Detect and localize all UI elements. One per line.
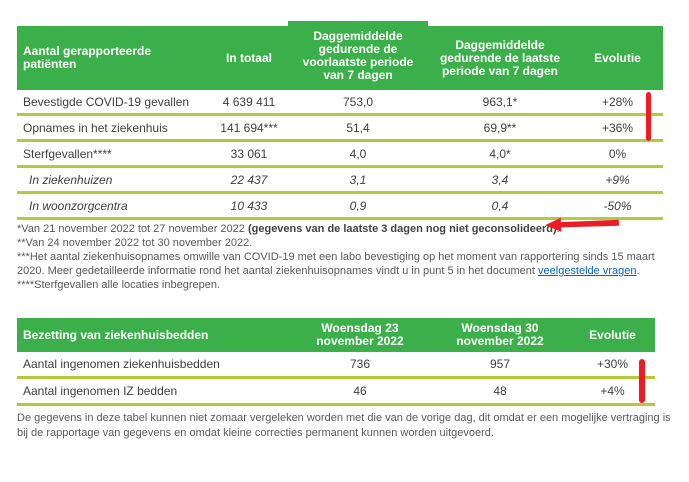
row-label: In woonzorgcentra [29,198,128,213]
cell-total: 141 694*** [220,120,278,135]
cell-total: 10 433 [230,198,268,213]
table1-header-row: Aantal gerapporteerde patiënten In totaa… [17,21,663,90]
table-row-hospital-beds: Aantal ingenomen ziekenhuisbedden 736 95… [17,352,655,379]
row-label: Bevestigde COVID-19 gevallen [23,94,190,109]
footnote-1: *Van 21 november 2022 tot 27 november 20… [17,222,659,236]
annotation-red-bar-bottom [639,359,645,403]
cell-last-avg: 3,4 [491,172,509,187]
row-label: Aantal ingenomen IZ bedden [23,384,178,398]
footnote-1-text: *Van 21 november 2022 tot 27 november 20… [17,223,248,235]
cell-evolution: +30% [596,357,629,371]
table-row-confirmed-cases: Bevestigde COVID-19 gevallen 4 639 411 7… [17,90,663,116]
footnote-3-text: ***Het aantal ziekenhuisopnames omwille … [17,251,655,277]
cell-total: 22 437 [230,172,268,187]
cell-last-avg: 69,9** [483,120,517,135]
footnote-2: **Van 24 november 2022 tot 30 november 2… [17,237,253,249]
cell-total: 33 061 [230,146,268,161]
cell-evolution: +36% [601,120,634,135]
table2-header-wed-23: Woensdag 23 november 2022 [316,321,404,348]
annotation-red-bar-top [646,92,651,141]
cell-last-avg: 4,0* [489,146,511,161]
footnote-4: ****Sterfgevallen alle locaties inbegrep… [17,279,221,291]
table1-header-total: In totaal [225,50,272,65]
faq-link[interactable]: veelgestelde vragen [538,265,637,277]
table-row-icu-beds: Aantal ingenomen IZ bedden 46 48 +4% [17,379,655,406]
row-label: Opnames in het ziekenhuis [23,120,168,135]
table1-header-patients: Aantal gerapporteerde patiënten [23,44,152,71]
table2-header-occupancy: Bezetting van ziekenhuisbedden [23,327,209,342]
footnote-1-bold: (gegevens van de laatste 3 dagen nog nie… [247,223,557,235]
cell-wed-23: 46 [353,384,367,398]
cell-prev-avg: 3,1 [349,172,367,187]
footnote-3: ***Het aantal ziekenhuisopnames omwille … [17,250,659,278]
cell-evolution: +4% [600,384,625,398]
cell-prev-avg: 0,9 [349,198,367,213]
cell-wed-30: 48 [493,384,507,398]
cell-evolution: +9% [605,172,630,187]
table-row-hospital-admissions: Opnames in het ziekenhuis 141 694*** 51,… [17,116,663,142]
cell-wed-23: 736 [349,357,371,371]
bottom-note: De gegevens in deze tabel kunnen niet zo… [17,412,671,439]
cell-last-avg: 0,4 [491,198,509,213]
table-bed-occupancy: Bezetting van ziekenhuisbedden Woensdag … [17,318,655,406]
table2-header-wed-30: Woensdag 30 november 2022 [456,321,544,348]
cell-wed-30: 957 [489,357,511,371]
cell-prev-avg: 753,0 [342,94,374,109]
cell-prev-avg: 51,4 [346,120,370,135]
table1-header-last-period: Daggemiddelde gedurende de laatste perio… [439,37,561,78]
table2-header-evolution: Evolutie [589,327,636,342]
table-row-deaths-hospitals: In ziekenhuizen 22 437 3,1 3,4 +9% [17,168,663,194]
table-row-deaths: Sterfgevallen**** 33 061 4,0 4,0* 0% [17,142,663,168]
cell-evolution: 0% [608,146,627,161]
annotation-red-arrow-left-icon [545,217,620,232]
footnotes-block: *Van 21 november 2022 tot 27 november 20… [17,222,659,292]
footnote-3-period: . [636,265,640,277]
cell-evolution: -50% [603,198,632,213]
table1-header-evolution: Evolutie [594,50,641,65]
table-row-deaths-carehomes: In woonzorgcentra 10 433 0,9 0,4 -50% [17,194,663,220]
row-label: In ziekenhuizen [29,172,113,187]
cell-last-avg: 963,1* [482,94,518,109]
table1-header-prev-period: Daggemiddelde gedurende de voorlaatste p… [288,21,428,90]
cell-prev-avg: 4,0 [349,146,367,161]
cell-evolution: +28% [601,94,634,109]
cell-total: 4 639 411 [222,94,276,109]
row-label: Aantal ingenomen ziekenhuisbedden [23,357,220,371]
row-label: Sterfgevallen**** [23,146,112,161]
table2-header-row: Bezetting van ziekenhuisbedden Woensdag … [17,318,655,352]
table-reported-patients: Aantal gerapporteerde patiënten In totaa… [17,21,663,220]
